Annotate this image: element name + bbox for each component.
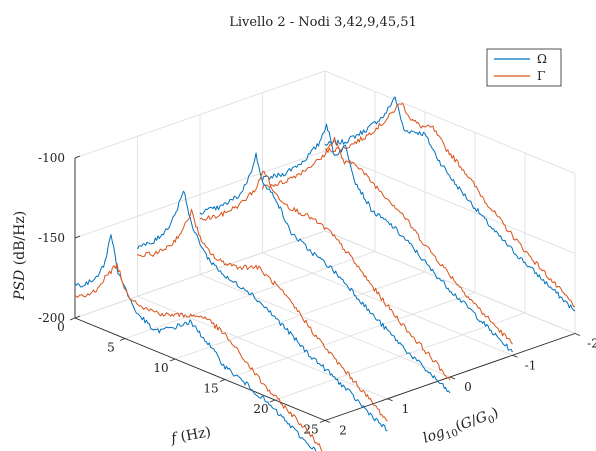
- x-tick-mark-4: [269, 399, 276, 403]
- series-0-slice-0: [74, 234, 317, 451]
- y-tick-mark-0: [324, 420, 331, 423]
- z-tick-mark-1: [74, 235, 81, 239]
- y-tick-mark-4: [574, 333, 581, 336]
- legend-box: [486, 48, 562, 87]
- series-1-slice-2: [199, 170, 451, 381]
- z-tick-mark-0: [74, 155, 81, 159]
- side-grid-zg-0: [74, 230, 326, 319]
- x-tick-label-1: 5: [107, 341, 115, 355]
- legend: Ω Γ: [486, 48, 562, 87]
- x-axis-line: [74, 317, 326, 421]
- floor-grid-g-1: [137, 295, 388, 400]
- side-grid-zg-1: [74, 150, 326, 239]
- legend-label-gamma: Γ: [537, 69, 545, 83]
- series: [74, 96, 576, 451]
- x-tick-label-5: 25: [303, 423, 318, 437]
- series-0-slice-2: [199, 152, 451, 394]
- x-tick-label-4: 20: [253, 402, 268, 416]
- z-tick-label-2: -200: [38, 311, 65, 325]
- y-axis-label: log10(G/G0): [421, 405, 502, 450]
- x-tick-mark-2: [169, 358, 176, 362]
- floor-grid-g-2: [199, 274, 451, 378]
- z-tick-label-1: -150: [38, 231, 65, 245]
- y-tick-label-3: -1: [525, 358, 537, 372]
- x-tick-label-0: 0: [57, 320, 65, 334]
- x-tick-mark-5: [319, 420, 326, 423]
- x-tick-mark-1: [119, 338, 126, 341]
- x-tick-label-3: 15: [203, 382, 218, 396]
- z-tick-mark-2: [74, 315, 81, 319]
- series-0-slice-1: [137, 190, 388, 432]
- back-grid-zf-0: [324, 230, 576, 334]
- y-tick-label-4: -2: [587, 337, 596, 351]
- x-tick-mark-0: [69, 317, 76, 321]
- floor-grid-g-3: [262, 252, 513, 356]
- y-tick-mark-1: [387, 398, 393, 402]
- grid: [74, 70, 576, 421]
- back-grid-zf-2: [324, 70, 576, 174]
- series-0-slice-3: [262, 123, 513, 353]
- axes: [69, 155, 581, 423]
- series-1-slice-3: [262, 136, 513, 345]
- y-tick-label-2: 0: [464, 380, 472, 394]
- y-tick-label-0: 2: [339, 424, 347, 438]
- series-0-slice-4: [324, 96, 576, 312]
- x-tick-label-2: 10: [153, 361, 168, 375]
- chart-title: Livello 2 - Nodi 3,42,9,45,51: [229, 15, 417, 30]
- series-1-slice-1: [137, 208, 388, 422]
- y-tick-mark-3: [512, 354, 518, 358]
- side-grid-zg-2: [74, 70, 326, 159]
- z-tick-label-0: -100: [38, 151, 65, 165]
- y-tick-label-1: 1: [402, 402, 410, 416]
- x-axis-label: f (Hz): [169, 424, 212, 447]
- series-1-slice-0: [74, 263, 323, 451]
- legend-label-omega: Ω: [537, 52, 547, 66]
- back-grid-zf-1: [324, 150, 576, 254]
- series-1-slice-4: [324, 102, 576, 308]
- z-axis-label: PSD (dB/Hz): [12, 211, 28, 301]
- axis-labels: f (Hz) log10(G/G0) PSD (dB/Hz): [12, 211, 502, 450]
- y-tick-mark-2: [449, 376, 456, 380]
- x-tick-mark-3: [219, 379, 226, 382]
